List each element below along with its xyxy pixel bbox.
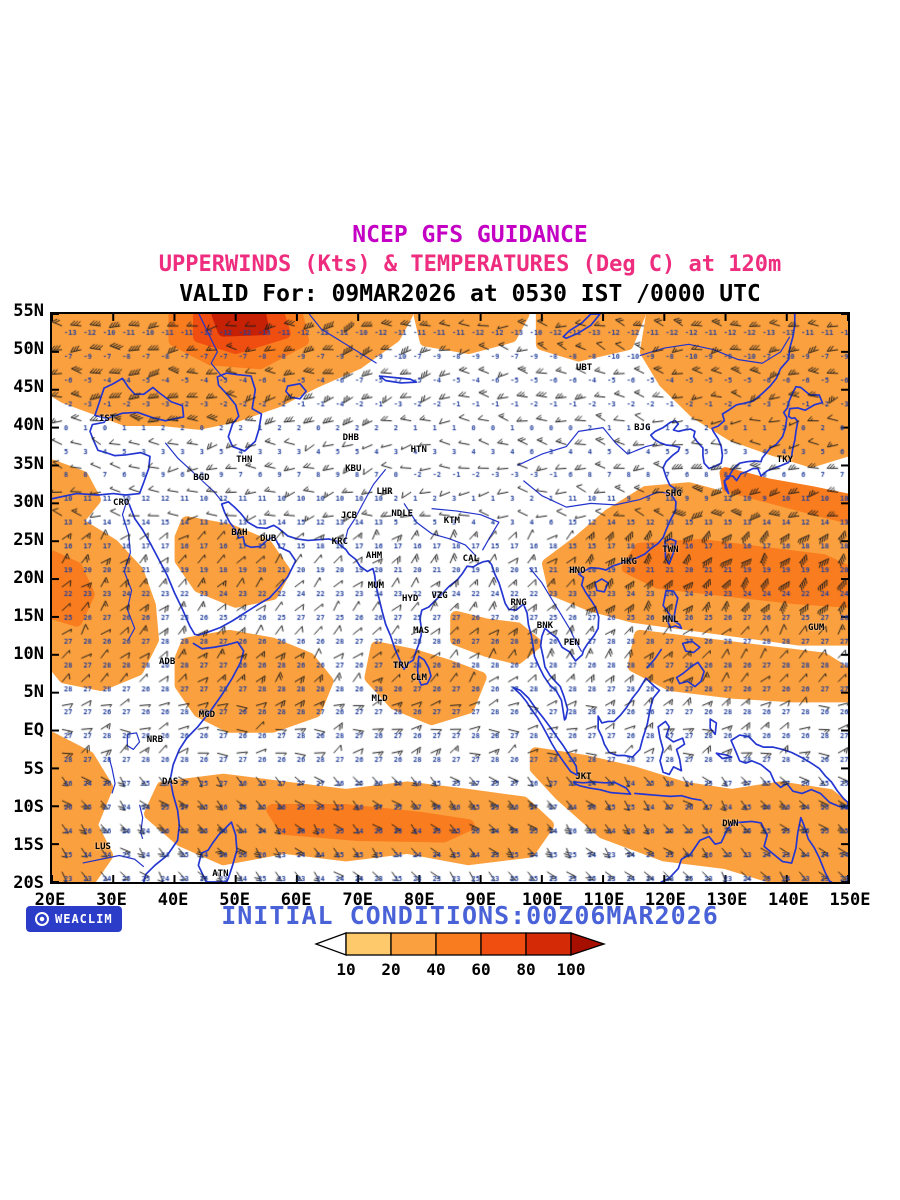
legend-segment [525,932,572,956]
lon-label: 120E [644,890,686,910]
station-label: GUM [808,623,825,634]
station-label: DAS [162,777,179,788]
weaclim-logo-icon [35,912,49,926]
station-label: IST [98,413,116,424]
legend-segment [345,932,392,956]
map-frame: IST CRO BGD THN DHB KBU HTN LHR NDLE JCB BAH DUB KRC… [50,312,850,884]
lon-label: 90E [465,890,497,910]
legend-segment [435,932,482,956]
station-label: LUS [94,842,111,853]
wind-speed-legend: 10 20 40 60 80 100 [310,930,630,982]
legend-segment [570,932,607,956]
station-label: LHR [376,486,393,497]
legend-graphic: 10 20 40 60 80 100 [314,932,607,979]
lon-label: 80E [403,890,435,910]
station-label: JKT [575,772,592,783]
lat-label: EQ [23,720,44,741]
lon-label: 30E [96,890,127,910]
lon-label: 150E [829,890,871,910]
lat-label: 15S [13,834,44,855]
station-label: KRC [331,536,348,547]
station-label: MGD [198,710,216,721]
weaclim-logo: WEACLIM [26,906,122,932]
station-label: MNL [662,614,679,625]
station-label: BNK [536,621,554,632]
station-label: JCB [340,511,358,522]
legend-tick-label: 100 [557,960,586,979]
station-label: KTM [443,515,460,526]
lat-label: 10S [13,796,44,817]
lon-label: 60E [280,890,312,910]
lon-label: 50E [219,890,250,910]
legend-tick-label: 80 [516,960,535,979]
station-label: KBU [345,464,362,475]
station-label: ADB [158,657,176,668]
lat-label: 45N [13,377,44,398]
lat-label: 5N [23,682,44,703]
lon-label: 140E [767,890,809,910]
legend-tick-label: 60 [471,960,490,979]
lat-label: 40N [13,415,44,436]
lat-label: 50N [13,339,44,360]
lon-label: 40E [157,890,189,910]
station-label: MUM [367,580,385,591]
station-label: RNG [510,598,527,609]
page-title: NCEP GFS GUIDANCE [352,222,588,248]
lon-label: 100E [521,890,563,910]
lat-label: 15N [13,606,44,627]
lat-label: 25N [13,529,44,550]
legend-segment [390,932,437,956]
station-label: BAH [231,527,248,538]
station-label: THN [236,455,253,466]
station-label: CAL [462,554,479,565]
station-label: DWN [722,819,739,830]
legend-tick-label: 10 [336,960,355,979]
lat-label: 10N [13,644,44,665]
station-label: AHM [365,551,383,562]
station-label: DUB [260,533,277,544]
legend-tick-label: 40 [426,960,445,979]
subtitle-variables: UPPERWINDS (Kts) & TEMPERATURES (Deg C) … [158,252,782,277]
station-label: CLM [410,673,427,684]
lon-label: 130E [706,890,748,910]
station-label: MAS [413,626,430,637]
initial-conditions-text: INITIAL CONDITIONS:00Z06MAR2026 [221,901,719,930]
station-label: ATN [212,868,229,879]
station-label: BGD [193,473,210,484]
station-label: PEN [563,637,580,648]
lat-label: 20S [13,873,44,893]
station-label: HTN [410,444,427,455]
station-label: BJG [634,423,651,434]
station-label: UBT [575,362,593,373]
lat-label: 55N [13,301,44,321]
weaclim-logo-text: WEACLIM [55,912,113,926]
station-label: CRO [113,497,130,508]
wind-barb-field [52,314,848,882]
lon-label: 110E [583,890,625,910]
station-label: HNO [569,566,586,577]
station-label: TKY [776,455,794,466]
lat-label: 5S [23,758,44,779]
subtitle-valid-time: VALID For: 09MAR2026 at 0530 IST /0000 U… [179,281,761,307]
lon-label: 20E [34,890,66,910]
station-label: TWN [662,545,679,556]
station-label: HYD [402,593,419,604]
legend-tick-label: 20 [381,960,400,979]
station-label: NDLE [391,508,414,519]
station-labels-layer: IST CRO BGD THN DHB KBU HTN LHR NDLE JCB BAH DUB KRC… [52,314,848,882]
station-label: VZG [431,591,448,602]
legend-segment [314,932,347,956]
station-label: DHB [342,433,359,444]
lat-label: 35N [13,453,44,474]
station-label: NRB [146,735,163,746]
lon-label: 70E [342,890,374,910]
station-label: TRV [392,661,410,672]
station-label: SHG [665,489,682,500]
station-label: HKG [620,556,637,567]
station-label: MLD [371,693,388,704]
legend-segment [480,932,527,956]
lat-label: 20N [13,567,44,588]
lat-label: 30N [13,491,44,512]
